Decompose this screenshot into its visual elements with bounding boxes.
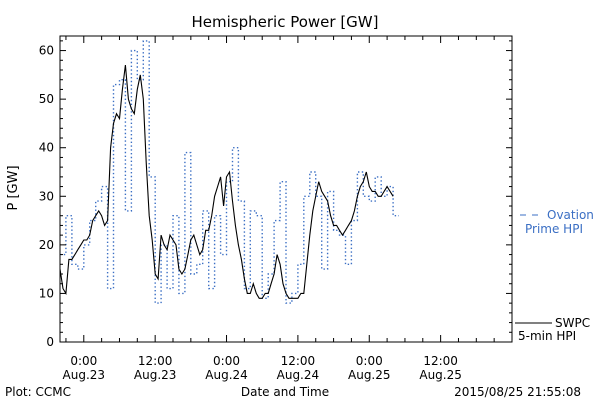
chart-title: Hemispheric Power [GW] <box>192 13 379 31</box>
y-tick-label: 30 <box>39 189 54 203</box>
y-tick-label: 0 <box>46 335 54 349</box>
x-tick-time: 0:00 <box>213 354 240 368</box>
series-ovation-prime-hpi <box>60 40 399 304</box>
series-swpc-5min-hpi <box>59 65 394 299</box>
y-tick-label: 20 <box>39 238 54 252</box>
x-tick-date: Aug.24 <box>277 368 320 382</box>
x-tick-time: 12:00 <box>423 354 458 368</box>
y-tick-label: 60 <box>39 44 54 58</box>
legend-swpc-label: 5-min HPI <box>518 329 576 343</box>
plot-area <box>59 35 513 343</box>
legend-ovation-label: Ovation <box>547 208 594 222</box>
y-tick-label: 40 <box>39 141 54 155</box>
x-tick-time: 0:00 <box>356 354 383 368</box>
x-axis-ticks: 0:00Aug.2312:00Aug.230:00Aug.2412:00Aug.… <box>63 36 513 382</box>
x-axis-label: Date and Time <box>241 385 329 399</box>
legend-swpc-label: SWPC <box>555 316 590 330</box>
x-tick-time: 12:00 <box>138 354 173 368</box>
plot-frame <box>59 35 513 343</box>
x-tick-date: Aug.25 <box>348 368 391 382</box>
x-tick-time: 0:00 <box>70 354 97 368</box>
x-tick-date: Aug.23 <box>134 368 177 382</box>
x-tick-date: Aug.25 <box>419 368 462 382</box>
timestamp: 2015/08/25 21:55:08 <box>454 385 581 399</box>
x-tick-date: Aug.24 <box>205 368 248 382</box>
y-axis-ticks: 0 10 20 30 40 50 60 <box>39 40 512 349</box>
plot-credit: Plot: CCMC <box>5 385 71 399</box>
y-tick-label: 10 <box>39 286 54 300</box>
x-tick-date: Aug.23 <box>63 368 106 382</box>
legend-ovation-label: Prime HPI <box>525 222 583 236</box>
y-tick-label: 50 <box>39 92 54 106</box>
y-axis-label: P [GW] <box>6 165 21 210</box>
x-tick-time: 12:00 <box>281 354 316 368</box>
